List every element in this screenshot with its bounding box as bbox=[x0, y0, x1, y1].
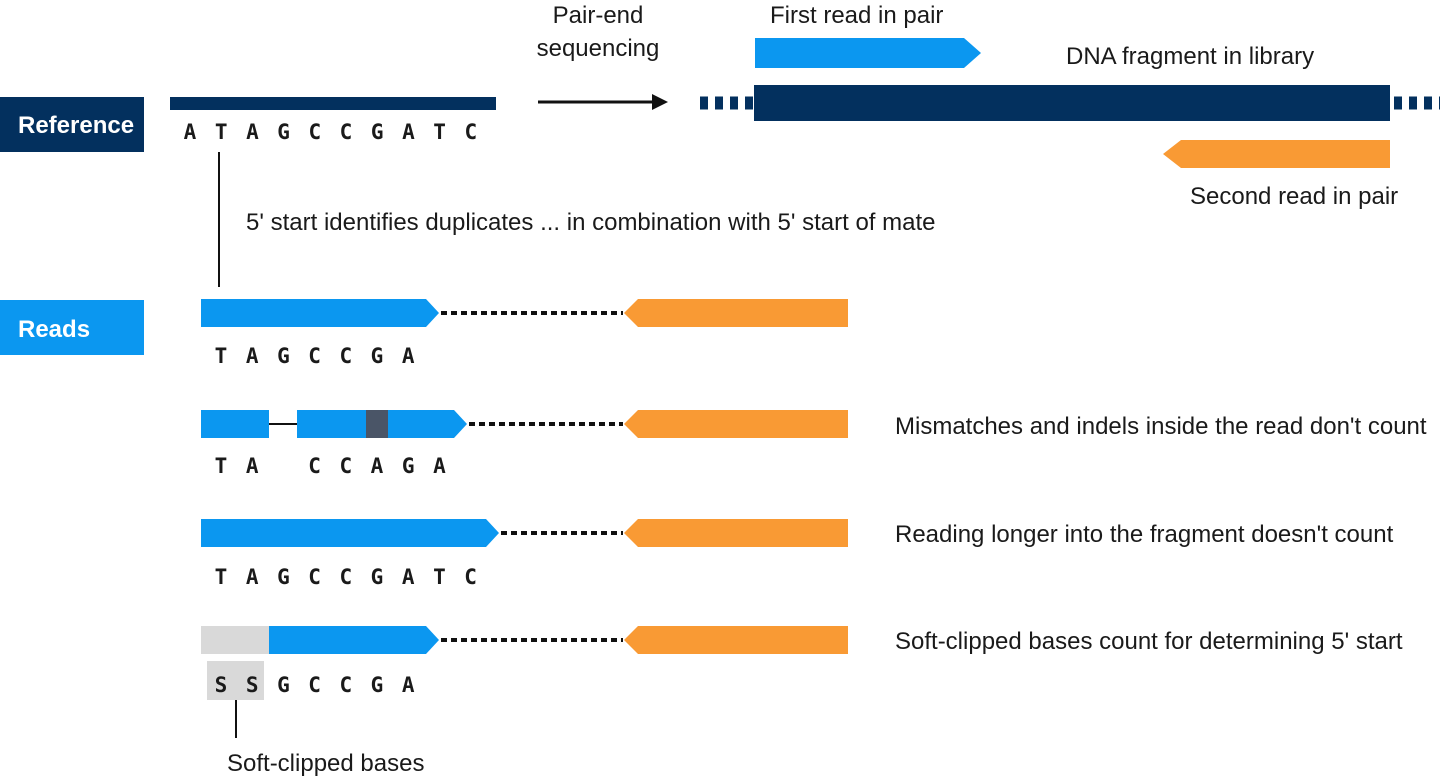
dna-fragment-bar bbox=[754, 85, 1390, 121]
read2-mate bbox=[624, 410, 848, 438]
read4-softclip-segment bbox=[201, 626, 269, 654]
base-letter: C bbox=[308, 673, 321, 697]
read2-note: Mismatches and indels inside the read do… bbox=[895, 413, 1427, 440]
soft-clipped-bases-label: Soft-clipped bases bbox=[227, 750, 424, 777]
base-letter: T bbox=[215, 454, 228, 478]
base-letter: G bbox=[402, 454, 415, 478]
base-letter: A bbox=[402, 673, 415, 697]
second-read-arrow bbox=[1163, 140, 1390, 168]
base-letter: C bbox=[339, 565, 352, 589]
base-letter: A bbox=[246, 454, 259, 478]
reference-tag bbox=[0, 97, 144, 152]
second-read-label: Second read in pair bbox=[1190, 183, 1398, 210]
read2-mismatch bbox=[366, 410, 388, 438]
first-read-label: First read in pair bbox=[770, 2, 943, 29]
base-letter: C bbox=[340, 120, 353, 144]
base-letter: S bbox=[246, 673, 259, 697]
base-letter: A bbox=[402, 344, 415, 368]
five-prime-label: 5' start identifies duplicates ... in co… bbox=[246, 209, 936, 236]
base-letter: C bbox=[339, 673, 352, 697]
base-letter: A bbox=[184, 120, 197, 144]
softclip-highlight bbox=[207, 661, 264, 700]
base-letter: G bbox=[371, 565, 384, 589]
base-letter: C bbox=[308, 565, 321, 589]
base-letter: C bbox=[308, 344, 321, 368]
base-letter: C bbox=[339, 454, 352, 478]
base-letter: T bbox=[215, 120, 228, 144]
base-letter: C bbox=[339, 344, 352, 368]
base-letter: C bbox=[464, 565, 477, 589]
dna-fragment-label: DNA fragment in library bbox=[1066, 43, 1314, 70]
base-letter: C bbox=[308, 454, 321, 478]
base-letter: A bbox=[246, 565, 259, 589]
base-letter: C bbox=[464, 120, 477, 144]
read3-forward bbox=[201, 519, 499, 547]
base-letter: S bbox=[215, 673, 228, 697]
base-letter: G bbox=[371, 344, 384, 368]
base-letter: T bbox=[215, 565, 228, 589]
sequencing-label: sequencing bbox=[537, 35, 660, 62]
read4-mate bbox=[624, 626, 848, 654]
read4-note: Soft-clipped bases count for determining… bbox=[895, 628, 1403, 655]
base-letter: T bbox=[215, 344, 228, 368]
base-letter: A bbox=[246, 120, 259, 144]
read1-forward bbox=[201, 299, 439, 327]
base-letter: T bbox=[433, 565, 446, 589]
pair-end-label: Pair-end bbox=[553, 2, 644, 29]
read4-forward bbox=[269, 626, 439, 654]
base-letter: G bbox=[277, 344, 290, 368]
base-letter: A bbox=[402, 565, 415, 589]
base-letter: A bbox=[402, 120, 415, 144]
base-letter: A bbox=[371, 454, 384, 478]
read3-mate bbox=[624, 519, 848, 547]
base-letter: A bbox=[246, 344, 259, 368]
reference-label: Reference bbox=[18, 112, 134, 139]
sequencing-arrow-head bbox=[652, 94, 668, 110]
reads-tag bbox=[0, 300, 144, 355]
base-letter: G bbox=[277, 120, 290, 144]
base-letter: G bbox=[277, 565, 290, 589]
base-letter: G bbox=[371, 120, 384, 144]
reads-label: Reads bbox=[18, 316, 90, 343]
base-letter: G bbox=[371, 673, 384, 697]
read3-note: Reading longer into the fragment doesn't… bbox=[895, 521, 1394, 548]
base-letter: T bbox=[433, 120, 446, 144]
base-letter: A bbox=[433, 454, 446, 478]
read2-left-segment bbox=[201, 410, 269, 438]
base-letter: G bbox=[277, 673, 290, 697]
first-read-arrow bbox=[755, 38, 981, 68]
reference-bar bbox=[170, 97, 496, 110]
read1-mate bbox=[624, 299, 848, 327]
base-letter: C bbox=[308, 120, 321, 144]
